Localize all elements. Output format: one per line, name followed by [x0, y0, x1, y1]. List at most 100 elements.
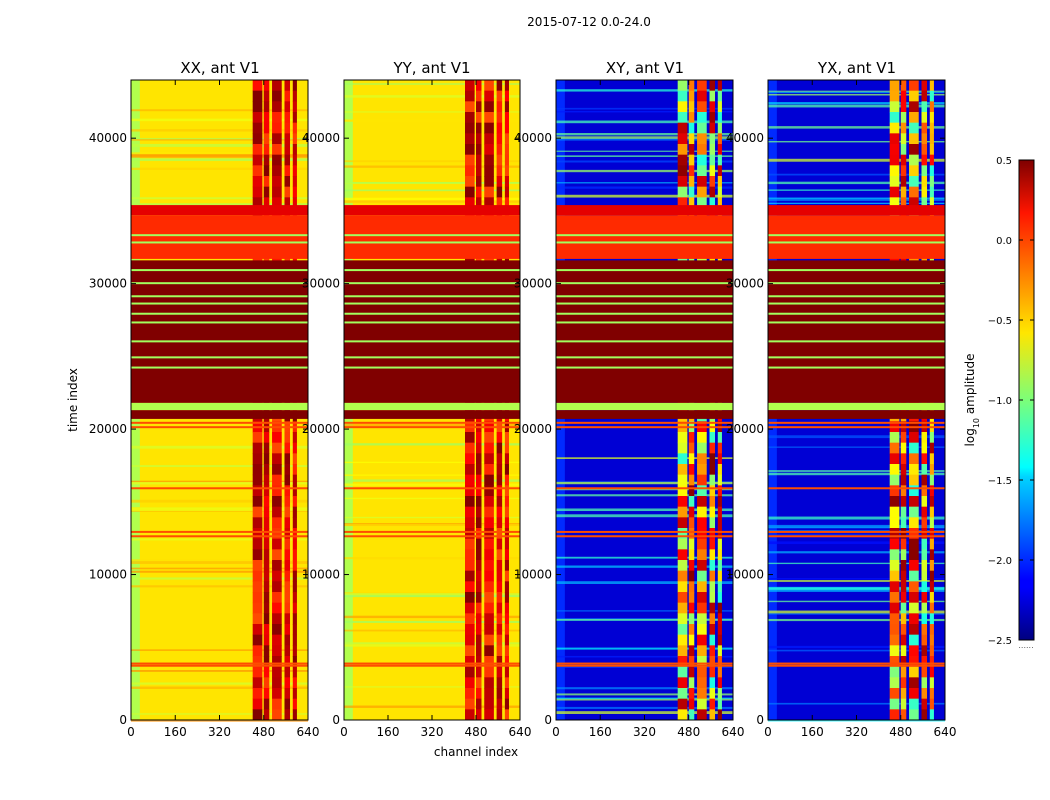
rfi-cell — [929, 101, 934, 113]
rfi-cell — [263, 453, 270, 465]
heatmap-row — [768, 197, 945, 200]
rfi-cell — [688, 464, 695, 476]
heatmap-row — [556, 155, 733, 157]
rfi-cell — [496, 645, 503, 657]
heatmap-row — [344, 479, 520, 482]
rfi-cell — [476, 432, 482, 444]
flag-line — [768, 421, 945, 424]
band-line — [131, 234, 308, 237]
rfi-cell — [465, 186, 475, 198]
heatmap-row — [556, 150, 733, 152]
rfi-cell — [263, 549, 270, 561]
rfi-cell — [263, 602, 270, 614]
rfi-cell — [465, 592, 475, 604]
rfi-cell — [921, 698, 928, 710]
rfi-cell — [484, 709, 494, 721]
rfi-cell — [717, 474, 722, 486]
rfi-cell — [272, 538, 282, 550]
rfi-cell — [900, 677, 907, 689]
rfi-cell — [284, 698, 291, 710]
rfi-cell — [909, 560, 919, 572]
rfi-cell — [252, 570, 263, 582]
rfi-cell — [697, 581, 707, 593]
x-tick-label: 160 — [164, 725, 187, 739]
rfi-cell — [292, 165, 297, 177]
rfi-cell — [476, 613, 482, 625]
rfi-cell — [900, 496, 907, 508]
x-tick-label: 160 — [589, 725, 612, 739]
rfi-cell — [697, 101, 707, 113]
rfi-cell — [252, 186, 263, 198]
rfi-cell — [263, 474, 270, 486]
rfi-cell — [292, 464, 297, 476]
y-tick-label: 30000 — [302, 277, 340, 291]
rfi-cell — [484, 80, 494, 92]
rfi-cell — [272, 688, 282, 700]
rfi-cell — [909, 197, 919, 209]
heatmap-row — [768, 610, 945, 614]
heatmap-row — [556, 508, 733, 512]
rfi-cell — [272, 528, 282, 540]
x-tick-label: 480 — [465, 725, 488, 739]
band-line — [131, 312, 308, 315]
y-tick-label: 20000 — [514, 422, 552, 436]
rfi-cell — [717, 186, 722, 198]
heatmap — [768, 80, 945, 722]
rfi-cell — [484, 560, 494, 572]
rfi-cell — [909, 474, 919, 486]
rfi-cell — [677, 112, 688, 124]
rfi-cell — [688, 645, 695, 657]
rfi-cell — [252, 677, 263, 689]
rfi-cell — [504, 698, 509, 710]
rfi-cell — [929, 592, 934, 604]
rfi-cell — [677, 144, 688, 156]
rfi-cell — [709, 592, 716, 604]
band-line — [556, 302, 733, 305]
rfi-cell — [900, 176, 907, 188]
band-line — [768, 366, 945, 369]
rfi-cell — [921, 474, 928, 486]
rfi-cell — [717, 666, 722, 678]
rfi-cell — [263, 645, 270, 657]
rfi-cell — [688, 165, 695, 177]
rfi-cell — [504, 581, 509, 593]
flag-line — [131, 426, 308, 429]
rfi-cell — [284, 432, 291, 444]
panel-title: XY, ant V1 — [606, 59, 684, 77]
rfi-cell — [252, 101, 263, 113]
rfi-cell — [697, 464, 707, 476]
rfi-cell — [929, 442, 934, 454]
rfi-cell — [292, 432, 297, 444]
rfi-cell — [272, 165, 282, 177]
rfi-cell — [677, 570, 688, 582]
rfi-cell — [697, 570, 707, 582]
rfi-cell — [484, 154, 494, 166]
rfi-cell — [504, 442, 509, 454]
rfi-cell — [465, 464, 475, 476]
y-tick-label: 30000 — [514, 277, 552, 291]
y-tick-label: 40000 — [89, 131, 127, 145]
rfi-cell — [688, 538, 695, 550]
rfi-cell — [929, 122, 934, 134]
rfi-cell — [292, 677, 297, 689]
heatmap-row — [768, 613, 945, 615]
rfi-cell — [889, 144, 900, 156]
rfi-cell — [717, 624, 722, 636]
rfi-cell — [284, 517, 291, 529]
band-line — [556, 356, 733, 359]
heatmap — [131, 80, 308, 722]
heatmap-row — [556, 138, 733, 141]
rfi-cell — [292, 645, 297, 657]
heatmap-row — [556, 655, 733, 658]
heatmap-row — [131, 686, 308, 689]
rfi-cell — [929, 538, 934, 550]
colorbar-label: log10 amplitude — [963, 354, 981, 447]
rfi-cell — [476, 496, 482, 508]
rfi-cell — [688, 581, 695, 593]
rfi-cell — [252, 624, 263, 636]
heatmap-row — [556, 687, 733, 690]
rfi-cell — [263, 80, 270, 92]
x-tick-label: 320 — [208, 725, 231, 739]
rfi-cell — [496, 474, 503, 486]
rfi-cell — [929, 474, 934, 486]
